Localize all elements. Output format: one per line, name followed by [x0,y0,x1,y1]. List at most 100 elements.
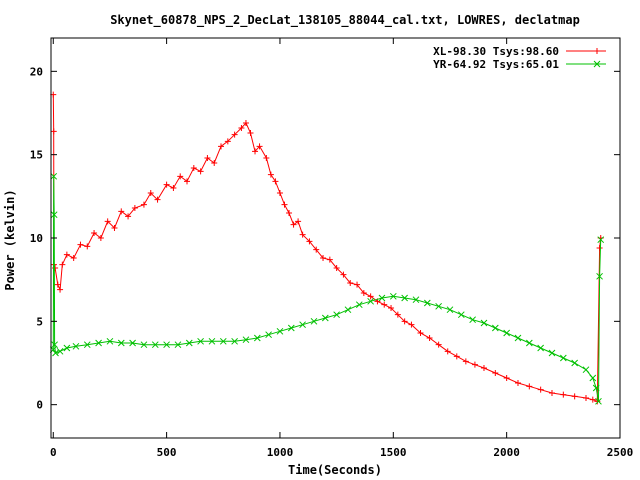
data-point [263,155,270,161]
data-point [276,190,283,196]
data-point [185,339,193,347]
data-point [560,391,567,398]
data-point [526,383,533,390]
data-point [77,241,84,248]
data-point [525,339,533,347]
data-point [412,296,420,304]
data-point [435,341,442,348]
data-point [242,120,249,126]
data-point [321,314,329,322]
data-point [347,280,354,286]
data-point [537,386,544,393]
data-point [492,370,499,376]
data-point [320,255,327,261]
data-point [426,335,433,341]
data-point [537,344,545,352]
legend-label: YR-64.92 Tsys:65.01 [433,58,559,71]
y-tick-label: 20 [30,65,43,78]
y-tick-label: 5 [36,315,43,328]
data-point [111,225,118,231]
plot-area [49,91,605,405]
data-point [242,336,250,344]
data-point [548,349,556,357]
x-tick-label: 1000 [267,446,294,459]
data-point [417,330,424,336]
y-tick-label: 0 [36,399,43,412]
data-point [306,238,313,245]
data-point [140,341,148,349]
data-point [281,201,288,208]
data-point [597,236,605,244]
series-1 [50,91,604,405]
data-point [596,245,603,251]
data-point [63,251,70,258]
data-point [265,331,272,339]
data-point [457,311,465,319]
data-point [197,337,204,345]
data-point [299,321,306,329]
data-point [52,349,59,357]
data-point [354,281,361,288]
data-point [70,255,77,261]
data-point [63,344,71,352]
x-axis-label: Time(Seconds) [288,463,382,477]
data-point [326,256,333,263]
data-point [231,131,238,138]
legend-label: XL-98.30 Tsys:98.60 [433,45,559,58]
data-point [401,294,408,302]
data-point [104,218,111,225]
data-point [231,337,238,345]
data-point [106,337,114,345]
legend-marker [594,48,600,54]
data-point [154,196,161,203]
data-point [95,339,102,347]
data-point [276,327,284,335]
series-line [52,176,602,402]
data-point [514,334,522,342]
data-point [423,299,431,307]
data-point [147,190,154,196]
y-tick-label: 10 [30,232,43,245]
x-tick-label: 500 [157,446,177,459]
data-point [91,230,98,236]
data-point [72,342,80,350]
data-point [408,321,415,328]
axes: 0 500 1000 1500 2000 2500 0 5 10 15 20 [30,37,634,459]
data-point [174,341,182,349]
data-point [310,317,318,325]
y-axis-label: Power (kelvin) [3,189,17,290]
data-point [491,324,499,332]
data-point [582,395,589,401]
data-point [313,246,320,253]
x-tick-label: 0 [50,446,57,459]
data-point [514,380,521,386]
plot-frame [50,37,621,439]
data-point [211,160,218,166]
data-point [129,339,136,347]
data-point [151,341,159,349]
data-point [131,205,138,211]
data-point [97,235,104,241]
data-point [453,353,460,360]
data-point [548,390,555,396]
data-point [118,208,125,215]
data-point [378,294,386,302]
data-point [503,329,511,337]
data-point [56,347,64,355]
data-point [286,210,293,216]
data-point [190,165,197,171]
x-tick-label: 2500 [607,446,634,459]
legend-marker [593,60,601,68]
data-point [83,341,91,349]
data-point [594,398,601,405]
data-point [267,171,274,178]
data-point [50,128,57,135]
data-point [444,348,451,355]
data-point [54,281,61,288]
data-point [333,311,340,319]
data-point [252,148,259,155]
data-point [435,302,442,310]
data-point [287,324,295,332]
data-point [219,337,227,345]
